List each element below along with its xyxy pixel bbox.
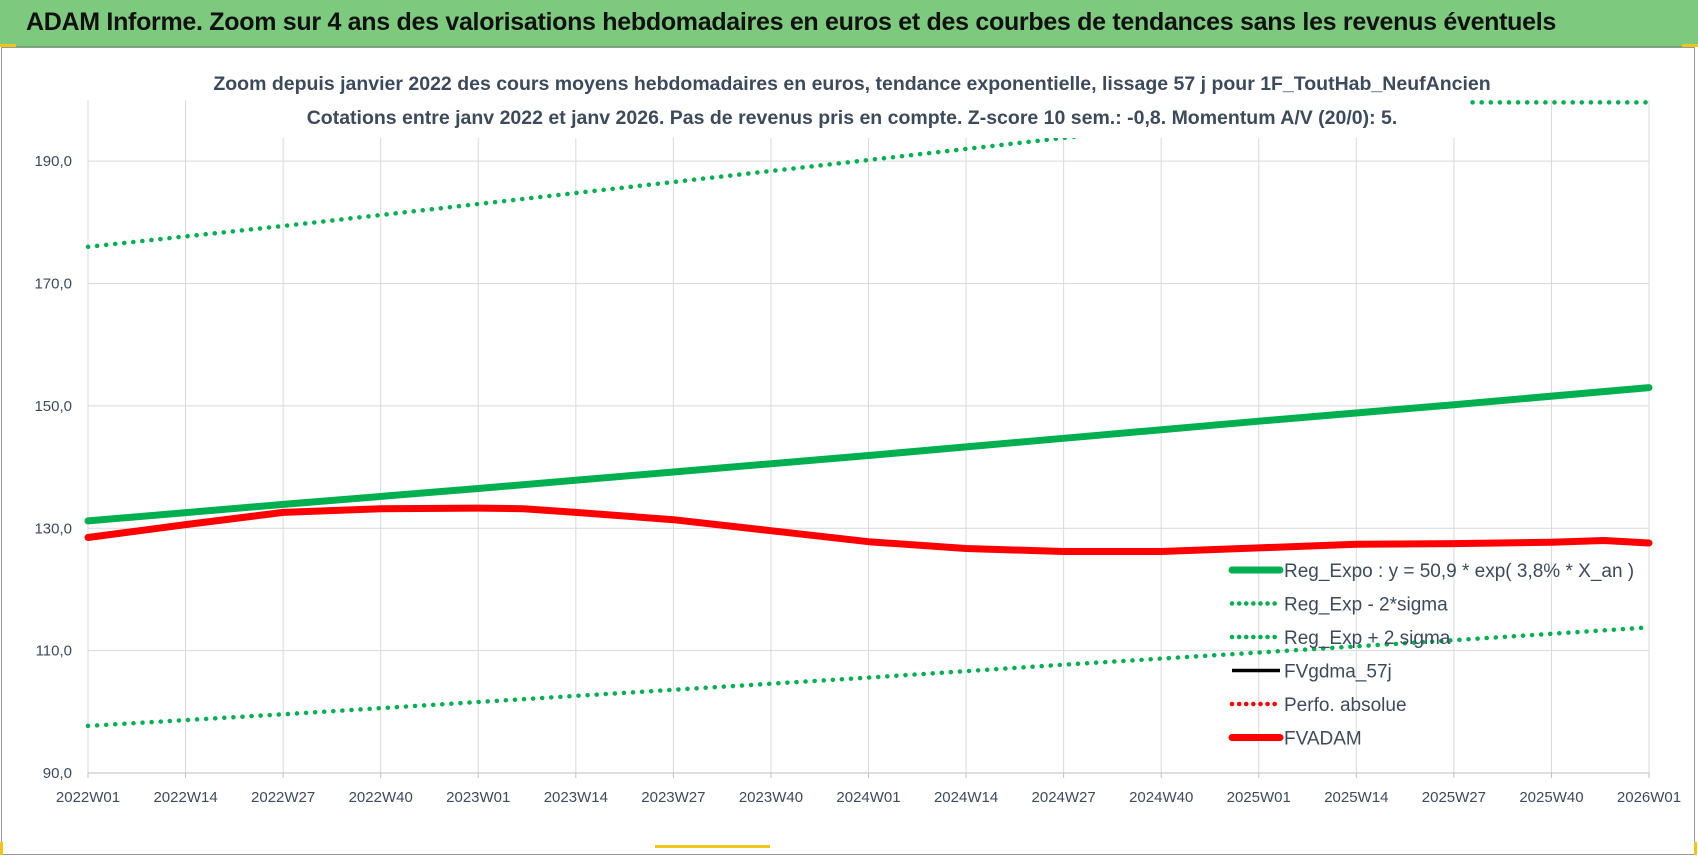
legend-label: FVADAM bbox=[1284, 729, 1362, 750]
x-tick-label: 2024W40 bbox=[1129, 789, 1193, 806]
x-tick-label: 2022W27 bbox=[251, 789, 315, 806]
chart-title: Zoom depuis janvier 2022 des cours moyen… bbox=[213, 73, 1490, 95]
x-tick-label: 2023W14 bbox=[544, 789, 608, 806]
x-tick-label: 2025W27 bbox=[1422, 789, 1486, 806]
chart-subtitle: Cotations entre janv 2022 et janv 2026. … bbox=[307, 107, 1398, 129]
x-tick-label: 2023W40 bbox=[739, 789, 803, 806]
y-tick-label: 90,0 bbox=[43, 765, 72, 782]
x-tick-label: 2024W14 bbox=[934, 789, 998, 806]
tick-layer: 90,0 110,0 130,0 150,0 170,0 190,0 2022W01 2022… bbox=[34, 153, 1681, 806]
header-banner: ADAM Informe. Zoom sur 4 ans des valoris… bbox=[0, 0, 1698, 47]
legend-label: Reg_Exp - 2*sigma bbox=[1284, 595, 1448, 616]
x-tick-label: 2026W01 bbox=[1617, 789, 1681, 806]
x-tick-label: 2023W27 bbox=[641, 789, 705, 806]
corner-mark-bottom-center bbox=[655, 845, 770, 848]
y-tick-label: 110,0 bbox=[36, 643, 72, 660]
x-tick-label: 2025W01 bbox=[1227, 789, 1291, 806]
grid-layer bbox=[87, 100, 1650, 778]
title-background bbox=[200, 62, 1470, 138]
corner-mark-top-right bbox=[1682, 44, 1698, 47]
legend-label: Perfo. absolue bbox=[1284, 695, 1407, 716]
x-tick-label: 2025W40 bbox=[1519, 789, 1583, 806]
series-line-fvadam bbox=[84, 504, 1653, 555]
y-tick-label: 170,0 bbox=[34, 276, 72, 293]
legend-label: Reg_Exp + 2 sigma bbox=[1284, 628, 1451, 649]
x-tick-label: 2024W01 bbox=[836, 789, 900, 806]
y-tick-label: 190,0 bbox=[34, 153, 72, 170]
corner-mark-top-left bbox=[0, 44, 16, 47]
y-tick-label: 150,0 bbox=[34, 398, 72, 415]
series-line-reg-expo-y-50-9-exp-3-8-x-an bbox=[84, 384, 1653, 525]
x-tick-label: 2022W40 bbox=[349, 789, 413, 806]
y-tick-label: 130,0 bbox=[34, 520, 72, 537]
x-tick-label: 2022W14 bbox=[153, 789, 217, 806]
x-tick-label: 2022W01 bbox=[56, 789, 120, 806]
x-tick-label: 2023W01 bbox=[446, 789, 510, 806]
x-tick-label: 2025W14 bbox=[1324, 789, 1388, 806]
legend: Reg_Expo : y = 50,9 * exp( 3,8% * X_an )… bbox=[1228, 561, 1634, 750]
page-title: ADAM Informe. Zoom sur 4 ans des valoris… bbox=[26, 8, 1556, 36]
corner-mark-bottom-left bbox=[0, 842, 3, 855]
x-tick-label: 2024W27 bbox=[1032, 789, 1096, 806]
corner-mark-bottom-right bbox=[1694, 842, 1697, 855]
title-layer: Zoom depuis janvier 2022 des cours moyen… bbox=[200, 62, 1491, 138]
chart-frame bbox=[1, 47, 1695, 855]
series-line-reg-exp-2-sigma bbox=[85, 625, 1652, 729]
legend-label: FVgdma_57j bbox=[1284, 662, 1392, 683]
legend-label: Reg_Expo : y = 50,9 * exp( 3,8% * X_an ) bbox=[1284, 561, 1634, 582]
